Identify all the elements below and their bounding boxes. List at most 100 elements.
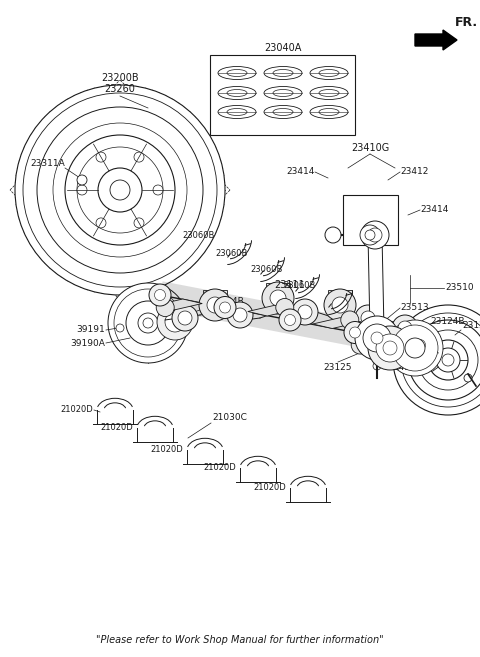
Circle shape (219, 302, 230, 313)
Text: 23412: 23412 (400, 168, 428, 177)
Circle shape (96, 218, 106, 228)
Text: 21030C: 21030C (212, 413, 247, 422)
Circle shape (363, 324, 391, 352)
Circle shape (415, 340, 425, 350)
Circle shape (77, 147, 163, 233)
Circle shape (355, 305, 381, 331)
Text: 21020D: 21020D (60, 405, 93, 415)
Ellipse shape (227, 89, 247, 97)
Circle shape (365, 230, 375, 240)
Circle shape (401, 313, 480, 407)
Circle shape (53, 123, 187, 257)
Ellipse shape (273, 89, 293, 97)
Text: 23200B: 23200B (101, 73, 139, 83)
Circle shape (116, 324, 124, 332)
Text: 23513: 23513 (400, 304, 429, 313)
Circle shape (383, 341, 397, 355)
Text: 21020D: 21020D (203, 463, 236, 472)
Circle shape (332, 297, 348, 313)
Circle shape (108, 283, 188, 363)
Circle shape (165, 312, 185, 332)
Circle shape (15, 85, 225, 295)
Circle shape (359, 346, 367, 354)
Circle shape (464, 374, 472, 382)
Circle shape (392, 315, 418, 341)
Circle shape (262, 282, 294, 314)
Circle shape (347, 210, 357, 220)
Ellipse shape (319, 70, 339, 76)
Text: FR.: FR. (455, 16, 478, 28)
Circle shape (126, 301, 170, 345)
Circle shape (324, 289, 356, 321)
Text: 23060B: 23060B (182, 231, 215, 240)
Circle shape (409, 334, 431, 356)
Circle shape (157, 304, 193, 340)
Text: 23414: 23414 (287, 168, 315, 177)
Polygon shape (156, 299, 202, 310)
Ellipse shape (319, 108, 339, 116)
Ellipse shape (264, 106, 302, 118)
Circle shape (393, 305, 480, 415)
Circle shape (279, 309, 301, 331)
Ellipse shape (227, 108, 247, 116)
Text: 23260: 23260 (105, 84, 135, 94)
Text: 21020D: 21020D (100, 424, 133, 432)
Text: 23124B: 23124B (430, 317, 465, 327)
Text: 11304B: 11304B (210, 298, 245, 307)
Bar (203, 290, 227, 310)
Circle shape (344, 321, 366, 344)
Text: "Please refer to Work Shop Manual for further information": "Please refer to Work Shop Manual for fu… (96, 635, 384, 645)
Text: 23111: 23111 (275, 280, 305, 290)
Circle shape (96, 152, 106, 162)
Ellipse shape (218, 87, 256, 99)
Circle shape (349, 327, 360, 338)
Bar (210, 55, 355, 135)
Circle shape (373, 362, 381, 370)
Bar (328, 290, 352, 310)
Ellipse shape (264, 87, 302, 99)
Circle shape (153, 185, 163, 195)
Circle shape (23, 93, 217, 287)
Text: 23127B: 23127B (462, 321, 480, 330)
Circle shape (351, 336, 369, 354)
Text: 23414: 23414 (420, 206, 448, 214)
Polygon shape (313, 318, 360, 328)
Text: 23125: 23125 (324, 363, 352, 373)
Ellipse shape (264, 66, 302, 79)
Polygon shape (368, 235, 384, 330)
Circle shape (368, 228, 382, 242)
Text: 24340: 24340 (393, 363, 421, 373)
Bar (343, 195, 398, 245)
Circle shape (155, 290, 166, 300)
Circle shape (134, 218, 144, 228)
Circle shape (442, 354, 454, 366)
Circle shape (285, 315, 296, 325)
Circle shape (360, 225, 380, 245)
Circle shape (392, 325, 438, 371)
Polygon shape (350, 336, 397, 348)
Circle shape (418, 330, 478, 390)
Ellipse shape (310, 106, 348, 118)
Ellipse shape (218, 66, 256, 79)
Text: 23060B: 23060B (251, 265, 283, 275)
Circle shape (408, 320, 480, 400)
Circle shape (143, 318, 153, 328)
Text: 21020D: 21020D (150, 445, 183, 455)
Circle shape (156, 298, 174, 317)
Circle shape (37, 107, 203, 273)
Circle shape (227, 302, 253, 328)
Circle shape (325, 227, 341, 243)
Ellipse shape (273, 108, 293, 116)
Circle shape (134, 152, 144, 162)
Circle shape (178, 311, 192, 325)
Circle shape (207, 297, 223, 313)
Text: 21020D: 21020D (253, 484, 286, 493)
Text: 39191: 39191 (76, 325, 105, 334)
Text: 23510: 23510 (445, 284, 474, 292)
Circle shape (233, 308, 247, 322)
Circle shape (65, 135, 175, 245)
Circle shape (98, 168, 142, 212)
Ellipse shape (227, 70, 247, 76)
Ellipse shape (310, 87, 348, 99)
Circle shape (110, 180, 130, 200)
